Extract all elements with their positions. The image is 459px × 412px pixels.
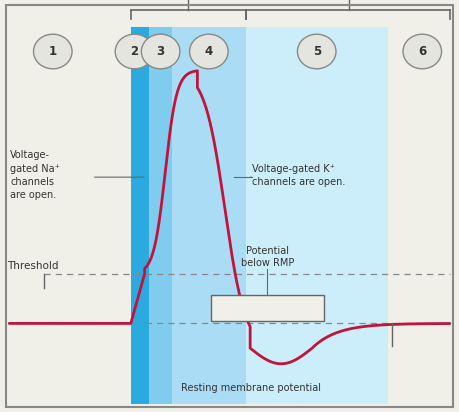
Text: Voltage-
gated Na⁺
channels
are open.: Voltage- gated Na⁺ channels are open. [10, 150, 60, 200]
Bar [172, 27, 246, 404]
Text: Threshold: Threshold [7, 261, 58, 271]
Text: Resting membrane potential: Resting membrane potential [181, 383, 321, 393]
Text: 3: 3 [157, 45, 165, 58]
Bar [131, 27, 149, 404]
Circle shape [115, 34, 154, 69]
Circle shape [403, 34, 442, 69]
Bar [246, 27, 388, 404]
Circle shape [34, 34, 72, 69]
Text: 4: 4 [205, 45, 213, 58]
Text: 6: 6 [418, 45, 426, 58]
Circle shape [297, 34, 336, 69]
Text: Potential
below RMP: Potential below RMP [241, 246, 294, 268]
Text: 2: 2 [130, 45, 139, 58]
Circle shape [141, 34, 180, 69]
Text: 5: 5 [313, 45, 321, 58]
Bar [149, 27, 172, 404]
Bar [211, 295, 324, 321]
Text: 1: 1 [49, 45, 57, 58]
Text: Voltage-gated K⁺
channels are open.: Voltage-gated K⁺ channels are open. [252, 164, 346, 187]
Circle shape [190, 34, 228, 69]
